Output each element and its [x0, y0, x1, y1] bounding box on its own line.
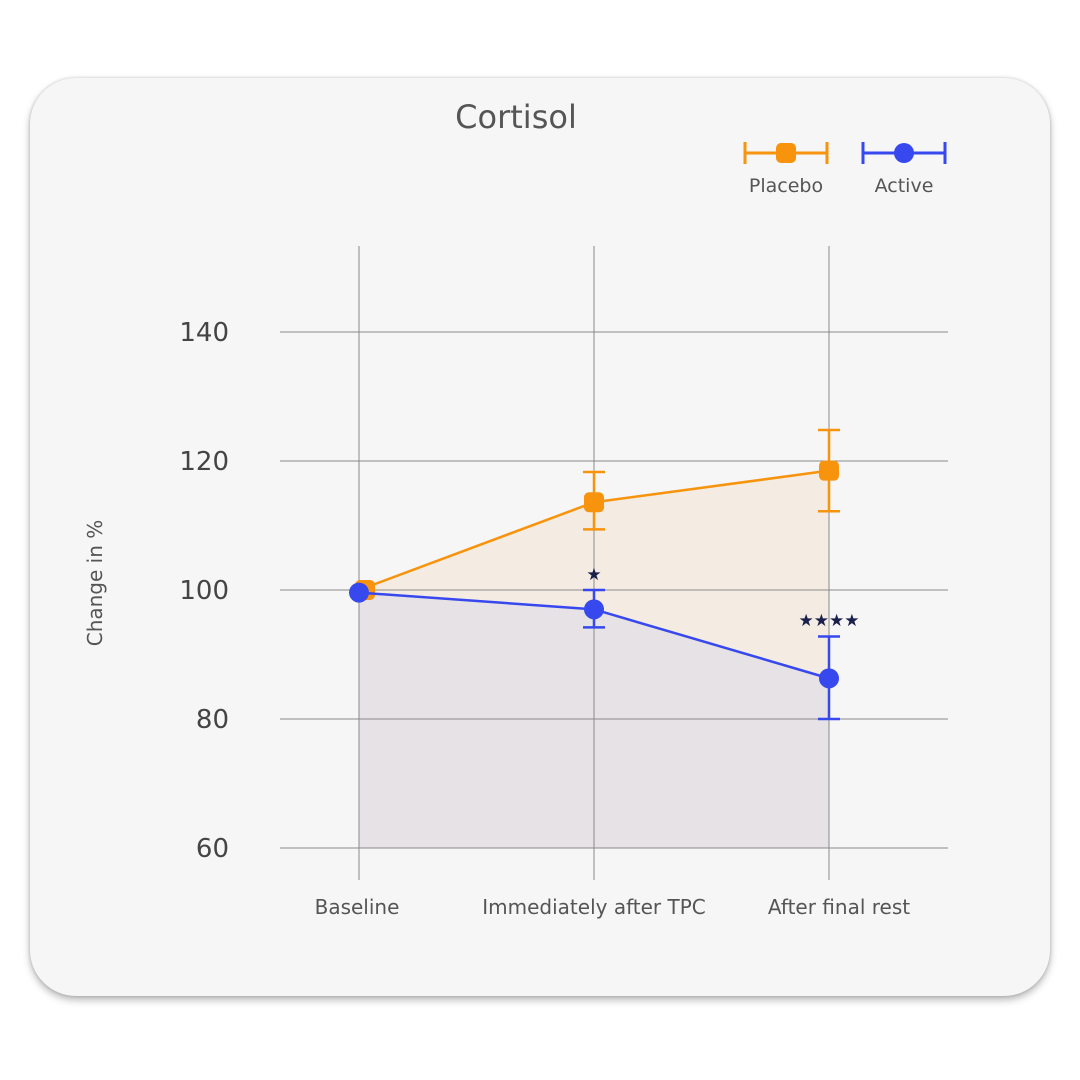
series-layer: [349, 428, 840, 721]
significance-marker: ★: [586, 565, 601, 585]
legend-marker: [776, 143, 796, 163]
x-tick-label: Baseline: [315, 895, 400, 919]
series-active: [349, 582, 840, 721]
x-tick-label: Immediately after TPC: [482, 895, 706, 919]
legend-label: Active: [875, 175, 934, 197]
y-tick-label: 100: [179, 576, 229, 606]
legend-marker: [894, 143, 914, 163]
data-point: [584, 599, 604, 620]
data-point: [819, 460, 839, 481]
data-point: [584, 492, 604, 513]
y-tick-label: 140: [179, 318, 229, 348]
legend-label: Placebo: [749, 175, 823, 197]
legend-item-placebo: Placebo: [743, 142, 829, 197]
x-tick-labels: Baseline Immediately after TPC After final…: [315, 895, 911, 919]
data-point: [349, 582, 369, 603]
y-axis-label: Change in %: [83, 520, 107, 647]
x-tick-label: After final rest: [768, 895, 910, 919]
y-tick-labels: 60 80 100 120 140: [179, 318, 229, 864]
data-point: [819, 668, 839, 689]
significance-annotations: ★★★★★: [586, 565, 859, 631]
y-tick-label: 80: [196, 705, 229, 735]
significance-marker: ★★★★: [799, 611, 860, 631]
y-tick-label: 120: [179, 447, 229, 477]
legend: Placebo Active: [743, 142, 947, 197]
y-tick-label: 60: [196, 834, 229, 864]
chart-title: Cortisol: [455, 98, 577, 136]
legend-item-active: Active: [861, 142, 947, 197]
